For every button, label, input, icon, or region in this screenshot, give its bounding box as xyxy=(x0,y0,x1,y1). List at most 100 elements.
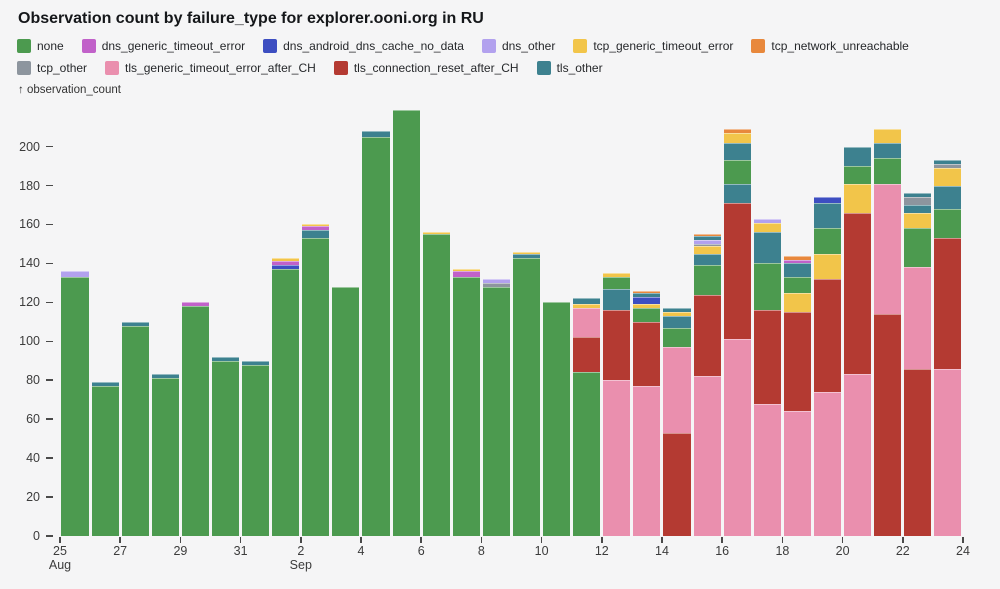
bar-segment-tcp_generic_timeout_error[interactable] xyxy=(934,168,962,186)
bar-segment-none[interactable] xyxy=(783,277,811,293)
bar-segment-tcp_generic_timeout_error[interactable] xyxy=(272,257,300,262)
bar-segment-dns_android_dns_cache_no_data[interactable] xyxy=(633,296,661,305)
bar-segment-tcp_generic_timeout_error[interactable] xyxy=(302,224,330,227)
bar-segment-tls_connection_reset_after_CH[interactable] xyxy=(663,432,691,536)
bar-segment-tcp_generic_timeout_error[interactable] xyxy=(603,273,631,278)
bar-segment-dns_android_dns_cache_no_data[interactable] xyxy=(272,265,300,270)
bar-segment-none[interactable] xyxy=(904,228,932,268)
bar-segment-tls_connection_reset_after_CH[interactable] xyxy=(813,278,842,392)
bar-segment-none[interactable] xyxy=(272,269,300,536)
bar-segment-tls_connection_reset_after_CH[interactable] xyxy=(603,310,631,381)
bar-segment-tls_other[interactable] xyxy=(753,232,781,264)
bar-segment-tls_generic_timeout_error_after_CH[interactable] xyxy=(603,380,631,536)
bar-segment-tls_generic_timeout_error_after_CH[interactable] xyxy=(663,347,691,433)
bar-segment-none[interactable] xyxy=(121,325,149,536)
bar-segment-dns_generic_timeout_error[interactable] xyxy=(783,259,811,264)
bar-segment-tcp_other[interactable] xyxy=(482,282,510,287)
bar-segment-tcp_other[interactable] xyxy=(693,243,721,246)
bar-segment-tls_other[interactable] xyxy=(633,292,661,297)
bar-segment-tcp_generic_timeout_error[interactable] xyxy=(844,183,872,213)
bar-segment-tls_generic_timeout_error_after_CH[interactable] xyxy=(844,374,872,536)
bar-segment-tcp_other[interactable] xyxy=(934,164,962,168)
bar-segment-none[interactable] xyxy=(663,327,691,348)
bar-segment-none[interactable] xyxy=(242,364,270,536)
bar-segment-none[interactable] xyxy=(874,158,902,184)
bar-segment-tls_generic_timeout_error_after_CH[interactable] xyxy=(693,376,721,536)
bar-segment-none[interactable] xyxy=(392,109,420,536)
bar-segment-tls_generic_timeout_error_after_CH[interactable] xyxy=(633,386,661,536)
bar-segment-tls_other[interactable] xyxy=(211,356,240,361)
bar-segment-tls_connection_reset_after_CH[interactable] xyxy=(844,212,872,375)
bar-segment-tcp_network_unreachable[interactable] xyxy=(783,255,811,260)
bar-segment-tls_connection_reset_after_CH[interactable] xyxy=(573,337,601,373)
bar-segment-none[interactable] xyxy=(422,234,450,536)
bar-segment-none[interactable] xyxy=(211,360,240,536)
bar-segment-none[interactable] xyxy=(633,308,661,322)
bar-segment-tcp_generic_timeout_error[interactable] xyxy=(904,212,932,229)
bar-segment-tls_generic_timeout_error_after_CH[interactable] xyxy=(813,391,842,536)
bar-segment-tcp_generic_timeout_error[interactable] xyxy=(633,304,661,309)
bar-segment-tls_other[interactable] xyxy=(874,142,902,159)
bar-segment-none[interactable] xyxy=(61,277,89,536)
bar-segment-tls_other[interactable] xyxy=(663,308,691,313)
bar-segment-none[interactable] xyxy=(693,265,721,295)
bar-segment-tls_generic_timeout_error_after_CH[interactable] xyxy=(904,267,932,369)
bar-segment-tcp_network_unreachable[interactable] xyxy=(723,129,751,133)
bar-segment-tcp_other[interactable] xyxy=(904,197,932,205)
bar-segment-tcp_generic_timeout_error[interactable] xyxy=(753,222,781,233)
bar-segment-tls_connection_reset_after_CH[interactable] xyxy=(633,321,661,387)
bar-segment-tls_generic_timeout_error_after_CH[interactable] xyxy=(723,339,751,536)
bar-segment-none[interactable] xyxy=(844,166,872,184)
bar-segment-none[interactable] xyxy=(573,372,601,536)
bar-segment-tls_other[interactable] xyxy=(783,263,811,278)
bar-segment-tls_other[interactable] xyxy=(693,236,721,241)
bar-segment-none[interactable] xyxy=(151,378,179,536)
bar-segment-tcp_generic_timeout_error[interactable] xyxy=(693,245,721,254)
bar-segment-dns_generic_timeout_error[interactable] xyxy=(302,226,330,231)
bar-segment-tls_generic_timeout_error_after_CH[interactable] xyxy=(874,183,902,315)
bar-segment-tls_connection_reset_after_CH[interactable] xyxy=(783,312,811,412)
bar-segment-tls_other[interactable] xyxy=(573,298,601,305)
bar-segment-tls_other[interactable] xyxy=(904,193,932,198)
bar-segment-tls_other[interactable] xyxy=(362,131,390,137)
bar-segment-tls_generic_timeout_error_after_CH[interactable] xyxy=(934,368,962,536)
bar-segment-none[interactable] xyxy=(332,286,360,536)
bar-segment-none[interactable] xyxy=(813,228,842,254)
bar-segment-tls_other[interactable] xyxy=(512,253,541,258)
bar-segment-none[interactable] xyxy=(723,160,751,184)
bar-segment-tls_connection_reset_after_CH[interactable] xyxy=(693,294,721,377)
bar-segment-tls_other[interactable] xyxy=(813,203,842,229)
bar-segment-none[interactable] xyxy=(603,277,631,289)
bar-segment-none[interactable] xyxy=(482,286,510,536)
bar-segment-tls_other[interactable] xyxy=(91,382,119,387)
bar-segment-dns_generic_timeout_error[interactable] xyxy=(181,302,209,307)
bar-segment-dns_other[interactable] xyxy=(482,278,510,283)
bar-segment-tls_connection_reset_after_CH[interactable] xyxy=(934,238,962,369)
bar-segment-tls_other[interactable] xyxy=(723,142,751,161)
bar-segment-tls_other[interactable] xyxy=(904,205,932,213)
bar-segment-tls_other[interactable] xyxy=(603,288,631,311)
bar-segment-none[interactable] xyxy=(753,263,781,311)
bar-segment-tls_generic_timeout_error_after_CH[interactable] xyxy=(573,308,601,338)
bar-segment-tls_other[interactable] xyxy=(844,146,872,167)
bar-segment-tls_other[interactable] xyxy=(723,183,751,204)
bar-segment-tcp_generic_timeout_error[interactable] xyxy=(874,129,902,143)
bar-segment-tls_generic_timeout_error_after_CH[interactable] xyxy=(753,403,781,536)
bar-segment-none[interactable] xyxy=(452,277,480,536)
bar-segment-tls_other[interactable] xyxy=(934,185,962,209)
bar-segment-none[interactable] xyxy=(543,302,571,536)
bar-segment-tls_other[interactable] xyxy=(151,374,179,379)
bar-segment-none[interactable] xyxy=(512,257,541,536)
bar-segment-dns_other[interactable] xyxy=(753,218,781,223)
bar-segment-none[interactable] xyxy=(302,238,330,536)
bar-segment-tcp_generic_timeout_error[interactable] xyxy=(783,292,811,313)
bar-segment-dns_other[interactable] xyxy=(693,240,721,244)
bar-segment-tls_other[interactable] xyxy=(121,321,149,326)
bar-segment-tcp_network_unreachable[interactable] xyxy=(633,290,661,293)
bar-segment-tcp_generic_timeout_error[interactable] xyxy=(512,251,541,254)
bar-segment-tcp_generic_timeout_error[interactable] xyxy=(422,232,450,235)
bar-segment-none[interactable] xyxy=(362,136,390,536)
bar-segment-tls_generic_timeout_error_after_CH[interactable] xyxy=(783,411,811,536)
bar-segment-tcp_generic_timeout_error[interactable] xyxy=(723,132,751,143)
bar-segment-tcp_generic_timeout_error[interactable] xyxy=(452,269,480,272)
